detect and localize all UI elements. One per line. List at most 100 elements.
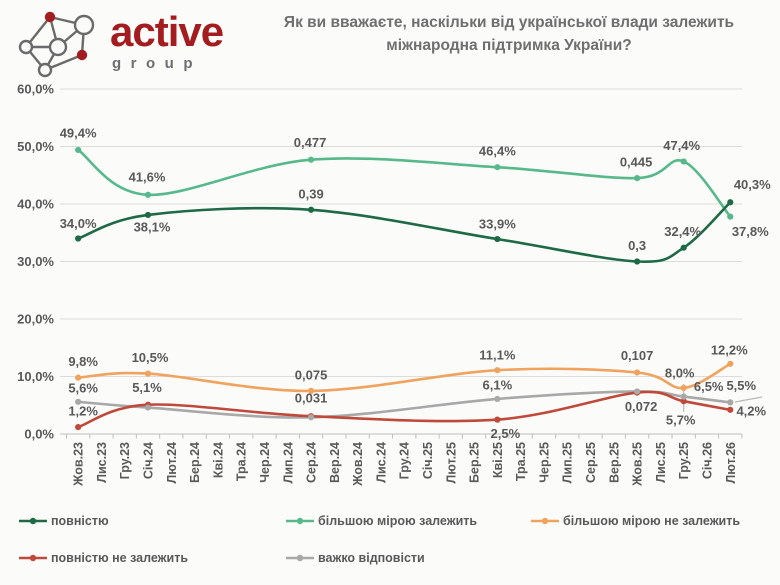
series-line-0 [76, 201, 732, 264]
data-point-marker [727, 213, 734, 220]
x-axis-tick-label: Кві.25 [491, 442, 505, 478]
data-point-marker [307, 387, 315, 394]
data-point-marker [634, 388, 641, 395]
x-axis-tick-label: Лип.25 [561, 442, 575, 483]
data-point-label: 41,6% [129, 169, 166, 184]
brand-subname: group [112, 55, 202, 72]
data-point-marker [727, 360, 734, 367]
network-graph-icon [18, 11, 95, 78]
data-point-marker [680, 393, 687, 400]
x-axis-tick-label: Чер.24 [258, 442, 272, 483]
x-axis-tick-label: Жов.25 [631, 442, 645, 487]
chart-title-line2: міжнародна підтримка України? [386, 37, 632, 54]
data-point-marker [494, 395, 501, 403]
series-line-4 [76, 390, 732, 419]
legend-marker-icon [19, 517, 47, 525]
legend-item-3: повністю не залежить [18, 551, 188, 565]
data-point-marker [144, 191, 152, 198]
legend-label: повністю не залежить [51, 551, 189, 565]
x-axis-tick-label: Кві.24 [211, 442, 225, 478]
y-axis-tick-label: 30,0% [17, 254, 54, 269]
series-line-3 [76, 390, 732, 429]
y-axis-tick-label: 20,0% [17, 312, 54, 327]
x-axis-tick-label: Вер.25 [607, 442, 621, 483]
data-point-marker [634, 258, 641, 265]
y-axis-tick-label: 60,0% [17, 82, 54, 97]
data-point-label: 37,8% [732, 224, 769, 239]
data-point-label: 0,031 [295, 391, 328, 406]
data-point-marker [727, 399, 734, 406]
x-axis-tick-label: Лис.23 [95, 442, 109, 483]
data-point-marker [75, 235, 82, 242]
data-point-label: 5,7% [666, 413, 696, 428]
data-point-label: 9,8% [68, 354, 98, 369]
data-point-marker [494, 367, 501, 374]
data-point-label: 6,1% [483, 377, 513, 392]
data-point-marker [494, 416, 501, 423]
data-point-label: 6,5% [694, 379, 724, 394]
data-point-label: 11,1% [479, 348, 516, 363]
x-axis-tick-label: Гру.25 [677, 442, 691, 479]
x-axis-tick-label: Січ.24 [142, 442, 156, 479]
data-point-marker [307, 156, 315, 163]
data-point-label: 2,5% [491, 426, 521, 441]
data-point-label: 46,4% [479, 144, 516, 159]
data-point-label: 1,2% [68, 404, 98, 419]
data-point-marker [494, 235, 501, 243]
x-axis-tick-label: Лют.24 [165, 442, 179, 484]
data-point-label: 0,3 [628, 238, 646, 253]
data-point-marker [680, 244, 687, 251]
data-point-label: 33,9% [479, 217, 516, 232]
y-axis-tick-label: 50,0% [17, 139, 54, 154]
data-point-label: 34,0% [60, 216, 97, 231]
chart-legend: повністю більшою мірою залежить більшою мі… [0, 506, 780, 585]
data-point-label: 0,075 [295, 367, 328, 382]
brand-text: active group [110, 4, 224, 73]
data-point-label: 12,2% [711, 342, 748, 357]
chart-title: Як ви вважаєте, наскільки від українсько… [245, 11, 773, 57]
data-point-marker [727, 406, 734, 413]
x-axis-tick-label: Тра.24 [235, 442, 249, 481]
data-point-marker [75, 398, 82, 405]
y-axis-tick-label: 40,0% [17, 197, 54, 212]
data-point-marker [144, 211, 152, 219]
brand-logo: active group [12, 4, 224, 84]
x-axis-tick-label: Лис.24 [374, 442, 388, 483]
x-axis-tick-label: Сер.25 [584, 442, 598, 483]
data-point-label: 5,1% [132, 380, 162, 395]
legend-marker-icon [531, 517, 559, 525]
data-point-label: 0,072 [625, 399, 658, 414]
data-point-label: 0,107 [621, 348, 654, 363]
legend-label: важко відповісти [318, 551, 425, 565]
data-point-marker [634, 369, 641, 376]
legend-label: більшою мірою залежить [318, 514, 478, 528]
x-axis-tick-label: Лис.25 [654, 442, 668, 483]
x-axis-tick-label: Чер.25 [537, 442, 551, 483]
label-leader-line [734, 396, 763, 403]
x-axis-tick-label: Лют.26 [724, 442, 738, 484]
legend-marker-icon [286, 517, 314, 525]
data-point-label: 47,4% [663, 138, 700, 153]
legend-item-4: важко відповісти [285, 551, 425, 565]
x-axis-tick-label: Тра.25 [514, 442, 528, 481]
x-axis-tick-label: Січ.26 [700, 442, 714, 479]
data-point-label: 38,1% [134, 219, 171, 234]
data-point-marker [634, 175, 641, 182]
x-axis-tick-label: Сер.24 [305, 442, 319, 483]
data-point-marker [680, 398, 687, 405]
data-point-label: 4,2% [736, 403, 766, 418]
legend-label: більшою мірою не залежить [563, 514, 741, 528]
chart-title-line1: Як ви вважаєте, наскільки від українсько… [283, 14, 735, 31]
legend-item-2: більшою мірою не залежить [530, 514, 740, 528]
brand-name: active [110, 8, 224, 55]
data-point-marker [75, 424, 82, 431]
legend-item-0: повністю [18, 514, 109, 528]
x-axis-tick-label: Жов.24 [351, 442, 365, 487]
data-point-label: 32,4% [664, 224, 701, 239]
data-point-marker [494, 164, 501, 171]
data-point-label: 10,5% [132, 350, 169, 365]
x-axis-tick-label: Гру.23 [118, 442, 132, 479]
data-point-marker [75, 146, 82, 154]
